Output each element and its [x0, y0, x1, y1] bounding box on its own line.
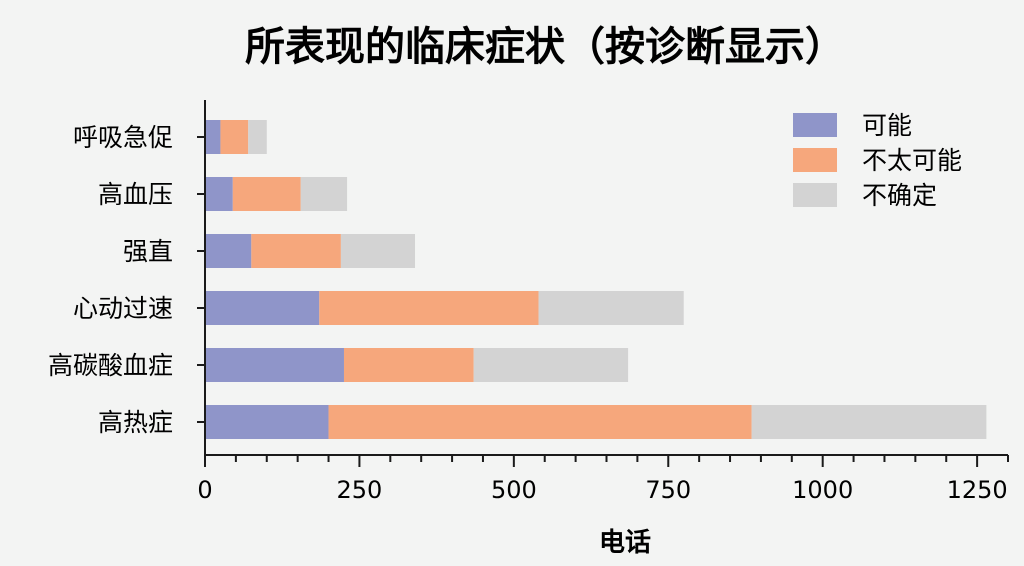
x-tick-label-3: 750: [645, 476, 691, 504]
legend-swatch-0: [793, 113, 837, 137]
bar-3-series-2: [538, 291, 684, 325]
legend-label-0: 可能: [862, 111, 912, 140]
bar-1-series-2: [300, 177, 348, 211]
bar-5-series-2: [751, 405, 987, 439]
bar-3-series-0: [205, 291, 320, 325]
y-tick-label-3: 心动过速: [73, 294, 173, 323]
y-tick-label-4: 高碳酸血症: [48, 351, 173, 380]
x-axis: 0 250 500 750 1000 1250: [197, 454, 1009, 504]
bar-4-series-2: [473, 348, 629, 382]
x-tick-label-1: 250: [337, 476, 383, 504]
bars: [205, 120, 987, 439]
bar-3-series-1: [319, 291, 539, 325]
x-tick-label-5: 1250: [947, 476, 1008, 504]
x-axis-title: 电话: [599, 528, 651, 558]
bar-2-series-0: [205, 234, 252, 268]
x-tick-label-2: 500: [491, 476, 537, 504]
bar-2-series-1: [251, 234, 341, 268]
y-tick-label-5: 高热症: [98, 408, 173, 437]
bar-0-series-2: [248, 120, 267, 154]
bar-1-series-0: [205, 177, 233, 211]
legend-swatch-1: [793, 148, 837, 172]
y-tick-label-1: 高血压: [98, 180, 173, 209]
y-tick-label-0: 呼吸急促: [73, 123, 173, 152]
bar-5-series-1: [328, 405, 752, 439]
bar-2-series-2: [340, 234, 416, 268]
bar-4-series-1: [343, 348, 474, 382]
y-tick-label-2: 强直: [123, 237, 173, 266]
chart-title: 所表现的临床症状（按诊断显示）: [245, 24, 845, 70]
bar-0-series-1: [220, 120, 249, 154]
legend-swatch-2: [793, 183, 837, 207]
bar-0-series-0: [205, 120, 221, 154]
x-tick-label-4: 1000: [792, 476, 853, 504]
x-tick-label-0: 0: [197, 476, 212, 504]
bar-4-series-0: [205, 348, 344, 382]
legend-label-1: 不太可能: [862, 146, 962, 175]
legend-label-2: 不确定: [862, 181, 937, 210]
bar-5-series-0: [205, 405, 329, 439]
bar-1-series-1: [232, 177, 301, 211]
